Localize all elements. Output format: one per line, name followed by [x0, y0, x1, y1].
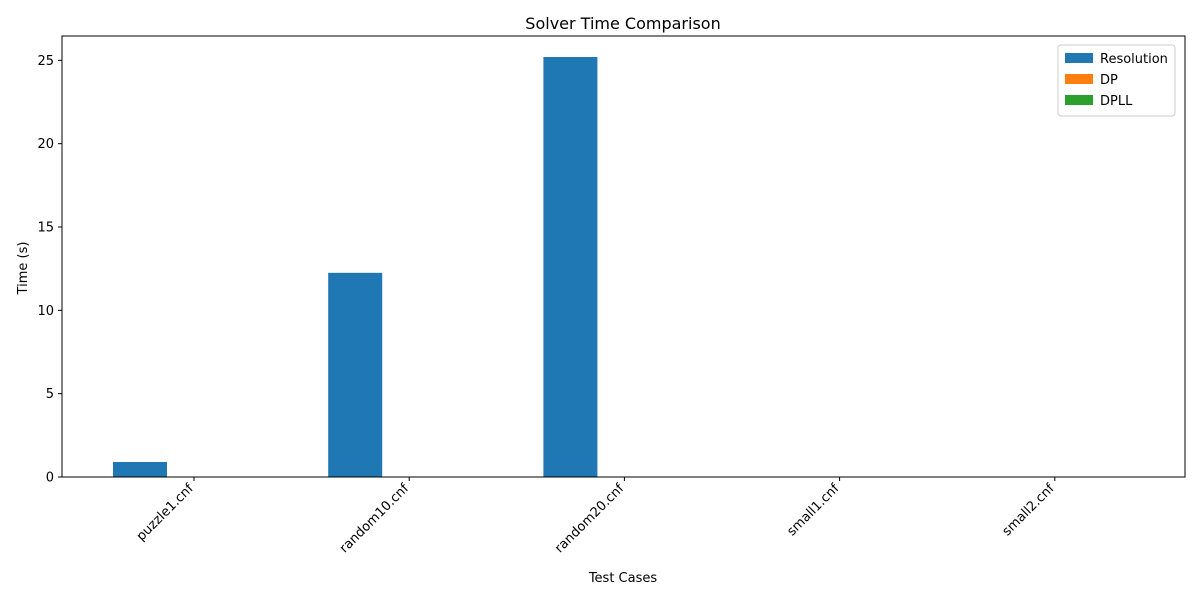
x-tick-label: random20.cnf [552, 481, 627, 556]
legend-swatch-resolution [1065, 53, 1093, 63]
legend-label-dp: DP [1100, 73, 1118, 88]
chart-title: Solver Time Comparison [525, 14, 720, 33]
legend-swatch-dp [1065, 74, 1093, 84]
y-tick-label: 20 [37, 137, 54, 152]
x-tick-label: small1.cnf [784, 481, 842, 539]
y-tick-label: 10 [37, 304, 54, 319]
bar-resolution-random10-cnf [328, 272, 383, 477]
plot-frame [61, 35, 1186, 478]
legend-label-dpll: DPLL [1100, 94, 1133, 109]
legend: Resolution DP DPLL [1057, 44, 1176, 117]
x-tick-label: random10.cnf [337, 481, 412, 556]
bar-resolution-random20-cnf [543, 57, 598, 477]
y-tick-label: 25 [37, 54, 54, 69]
y-axis-label: Time (s) [16, 242, 31, 296]
x-tick-label: puzzle1.cnf [134, 481, 197, 544]
bar-resolution-puzzle1-cnf [113, 462, 167, 477]
plot-area: 0 5 10 15 20 25 puzzle1.cnf random10.cnf random2… [37, 35, 1186, 556]
legend-label-resolution: Resolution [1100, 52, 1168, 67]
y-tick-label: 5 [46, 387, 54, 402]
legend-swatch-dpll [1065, 95, 1093, 105]
y-tick-label: 15 [37, 221, 54, 236]
x-tick-label: small2.cnf [1000, 481, 1058, 539]
y-tick-label: 0 [46, 471, 54, 486]
x-axis-label: Test Cases [588, 571, 658, 586]
